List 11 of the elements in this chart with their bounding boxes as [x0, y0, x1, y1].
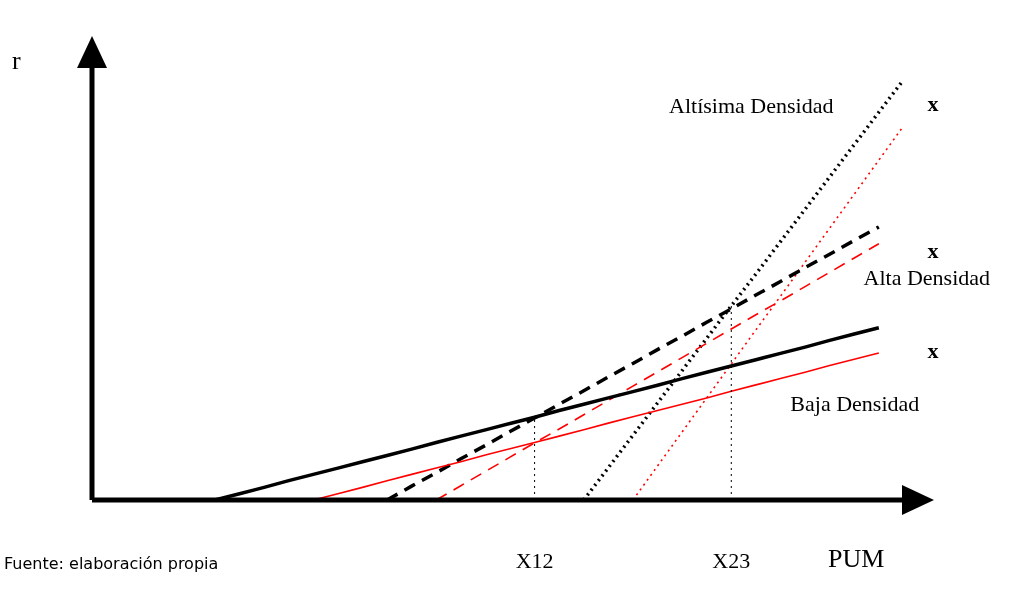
text: x [927, 237, 939, 263]
series-label: Alta Densidad [863, 264, 991, 290]
source-note: Fuente: elaboración propia [4, 554, 219, 574]
x-axis-title: PUM [828, 543, 885, 573]
x-tick-label: X12 [515, 547, 554, 573]
text: x [927, 338, 939, 364]
text: x [927, 90, 939, 116]
x-tick-label: X23 [712, 547, 751, 573]
y-axis-title: r [12, 45, 21, 75]
series-label: Altísima Densidad [669, 92, 834, 118]
series-label: Baja Densidad [790, 390, 920, 416]
